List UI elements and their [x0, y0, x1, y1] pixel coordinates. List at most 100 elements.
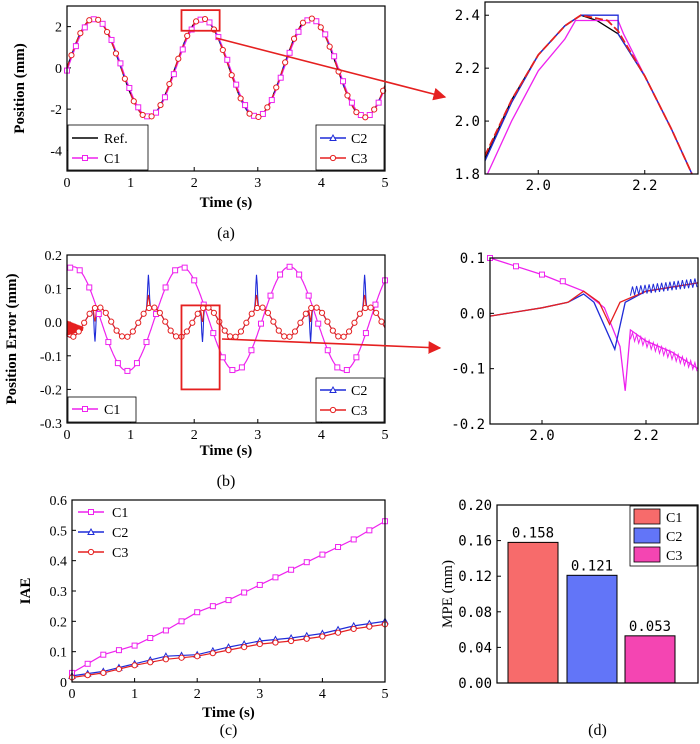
c3-marker	[147, 659, 154, 666]
c1-marker	[95, 311, 102, 318]
bar-value-label: 0.121	[571, 558, 613, 574]
c3-marker	[84, 672, 91, 679]
c1-marker	[114, 360, 121, 367]
c1-marker	[375, 99, 382, 106]
y-tick-label: -0.1	[40, 350, 62, 365]
chart-b: 0 1 2 3 4 5 -0.3 -0.2 -0.1 0.0 0.1 0.2 C1 C2 C3 Time (s…	[4, 249, 389, 490]
c1-marker	[210, 330, 217, 337]
y-tick-label: 0.1	[45, 283, 63, 298]
legend-label: C2	[351, 384, 367, 399]
c1-marker	[272, 574, 279, 581]
c1-marker	[126, 84, 133, 91]
c1-marker	[366, 527, 373, 534]
y-tick-label: 2.0	[455, 114, 480, 130]
c3-marker	[219, 46, 226, 54]
c3-marker	[108, 318, 115, 325]
c3-marker	[194, 653, 201, 660]
x-tick-label: 3	[256, 687, 263, 702]
x-tick-label: 5	[382, 428, 389, 443]
c1-marker	[161, 94, 168, 101]
legend-label: C1	[104, 152, 120, 167]
c3-marker	[340, 333, 347, 340]
c3-marker	[135, 319, 142, 326]
c3-marker	[193, 18, 200, 25]
x-tick-label: 2.2	[633, 428, 658, 444]
y-tick-label: -0.1	[451, 362, 485, 378]
legend-marker	[87, 527, 95, 535]
y-tick-label: 0.0	[45, 316, 63, 331]
chart-c: 0 1 2 3 4 5 0 0.1 0.2 0.3 0.4 0.5 0.6 C1 C2 C3 Time (s) I…	[18, 494, 389, 739]
c1-marker	[242, 102, 249, 109]
c1-marker	[124, 367, 131, 374]
c3-marker	[145, 304, 153, 312]
y-tick-label: 2	[55, 21, 62, 36]
c1-marker	[153, 109, 160, 116]
bar-c2	[566, 574, 618, 684]
c1-marker	[353, 354, 360, 361]
y-tick-label: 0.3	[50, 585, 68, 600]
x-tick-label: 4	[318, 176, 325, 191]
c3-marker	[286, 333, 293, 340]
bar-c1	[507, 541, 559, 684]
series-c1	[66, 266, 386, 372]
c1-marker	[539, 271, 545, 278]
c3-marker	[366, 623, 373, 630]
c3-marker	[184, 32, 191, 40]
x-tick-label: 2	[194, 687, 201, 702]
x-tick-label: 2.0	[526, 178, 551, 194]
chart-d: 0.00 0.04 0.08 0.12 0.16 0.20 0.158 0.121 0.053 C…	[440, 498, 699, 739]
c1-marker	[286, 263, 293, 270]
x-tick-label: 3	[254, 428, 261, 443]
legend-label: C3	[666, 549, 682, 564]
c1-marker	[188, 26, 195, 33]
c3-marker	[302, 310, 309, 317]
y-tick-label: 0.20	[458, 498, 492, 514]
c3-marker	[86, 310, 93, 317]
c1-marker	[559, 278, 566, 285]
legend-label: C2	[351, 132, 367, 147]
plot-frame-d	[496, 504, 699, 684]
c1-marker	[206, 19, 213, 26]
c3-marker	[318, 309, 326, 316]
y-tick-label: 0.2	[50, 615, 68, 630]
c1-marker	[219, 354, 226, 361]
c3-marker	[362, 304, 369, 312]
c1-marker	[343, 367, 350, 374]
c1-marker	[513, 263, 519, 270]
c1-marker	[296, 271, 303, 278]
c3-marker	[100, 669, 107, 677]
series-c1-ripple	[629, 330, 698, 372]
c1-marker	[143, 339, 150, 346]
legend-label: C3	[351, 404, 367, 419]
c3-marker	[255, 113, 262, 121]
c3-marker	[254, 304, 261, 312]
x-tick-label: 2.0	[529, 428, 554, 444]
x-tick-label: 5	[382, 687, 389, 702]
c3-marker	[378, 318, 385, 325]
c1-marker	[135, 104, 142, 111]
x-tick-label: 2	[191, 428, 198, 443]
c3-marker	[102, 309, 109, 316]
c1-marker	[319, 551, 326, 558]
c1-marker	[372, 301, 379, 308]
c3-marker	[264, 309, 272, 316]
zoom-box-a	[180, 9, 221, 32]
c3-marker	[131, 662, 138, 669]
c3-marker	[241, 644, 248, 651]
c1-marker	[268, 97, 275, 104]
zoom-arrow-a	[215, 37, 447, 101]
c1-marker	[76, 267, 83, 274]
c3-marker	[209, 650, 216, 657]
c3-marker	[264, 104, 271, 111]
c1-marker	[162, 627, 169, 634]
bar-value-label: 0.158	[512, 525, 554, 541]
c3-marker	[308, 304, 315, 312]
c3-marker	[70, 333, 77, 340]
c3-marker	[156, 309, 163, 316]
x-tick-label: 1	[127, 176, 134, 191]
c1-marker	[209, 603, 216, 610]
legend-left-a	[67, 124, 149, 171]
y-tick-label: -0.2	[451, 417, 485, 433]
legend-label: Ref.	[104, 132, 128, 147]
y-axis-title: Position Error (mm)	[4, 273, 20, 404]
